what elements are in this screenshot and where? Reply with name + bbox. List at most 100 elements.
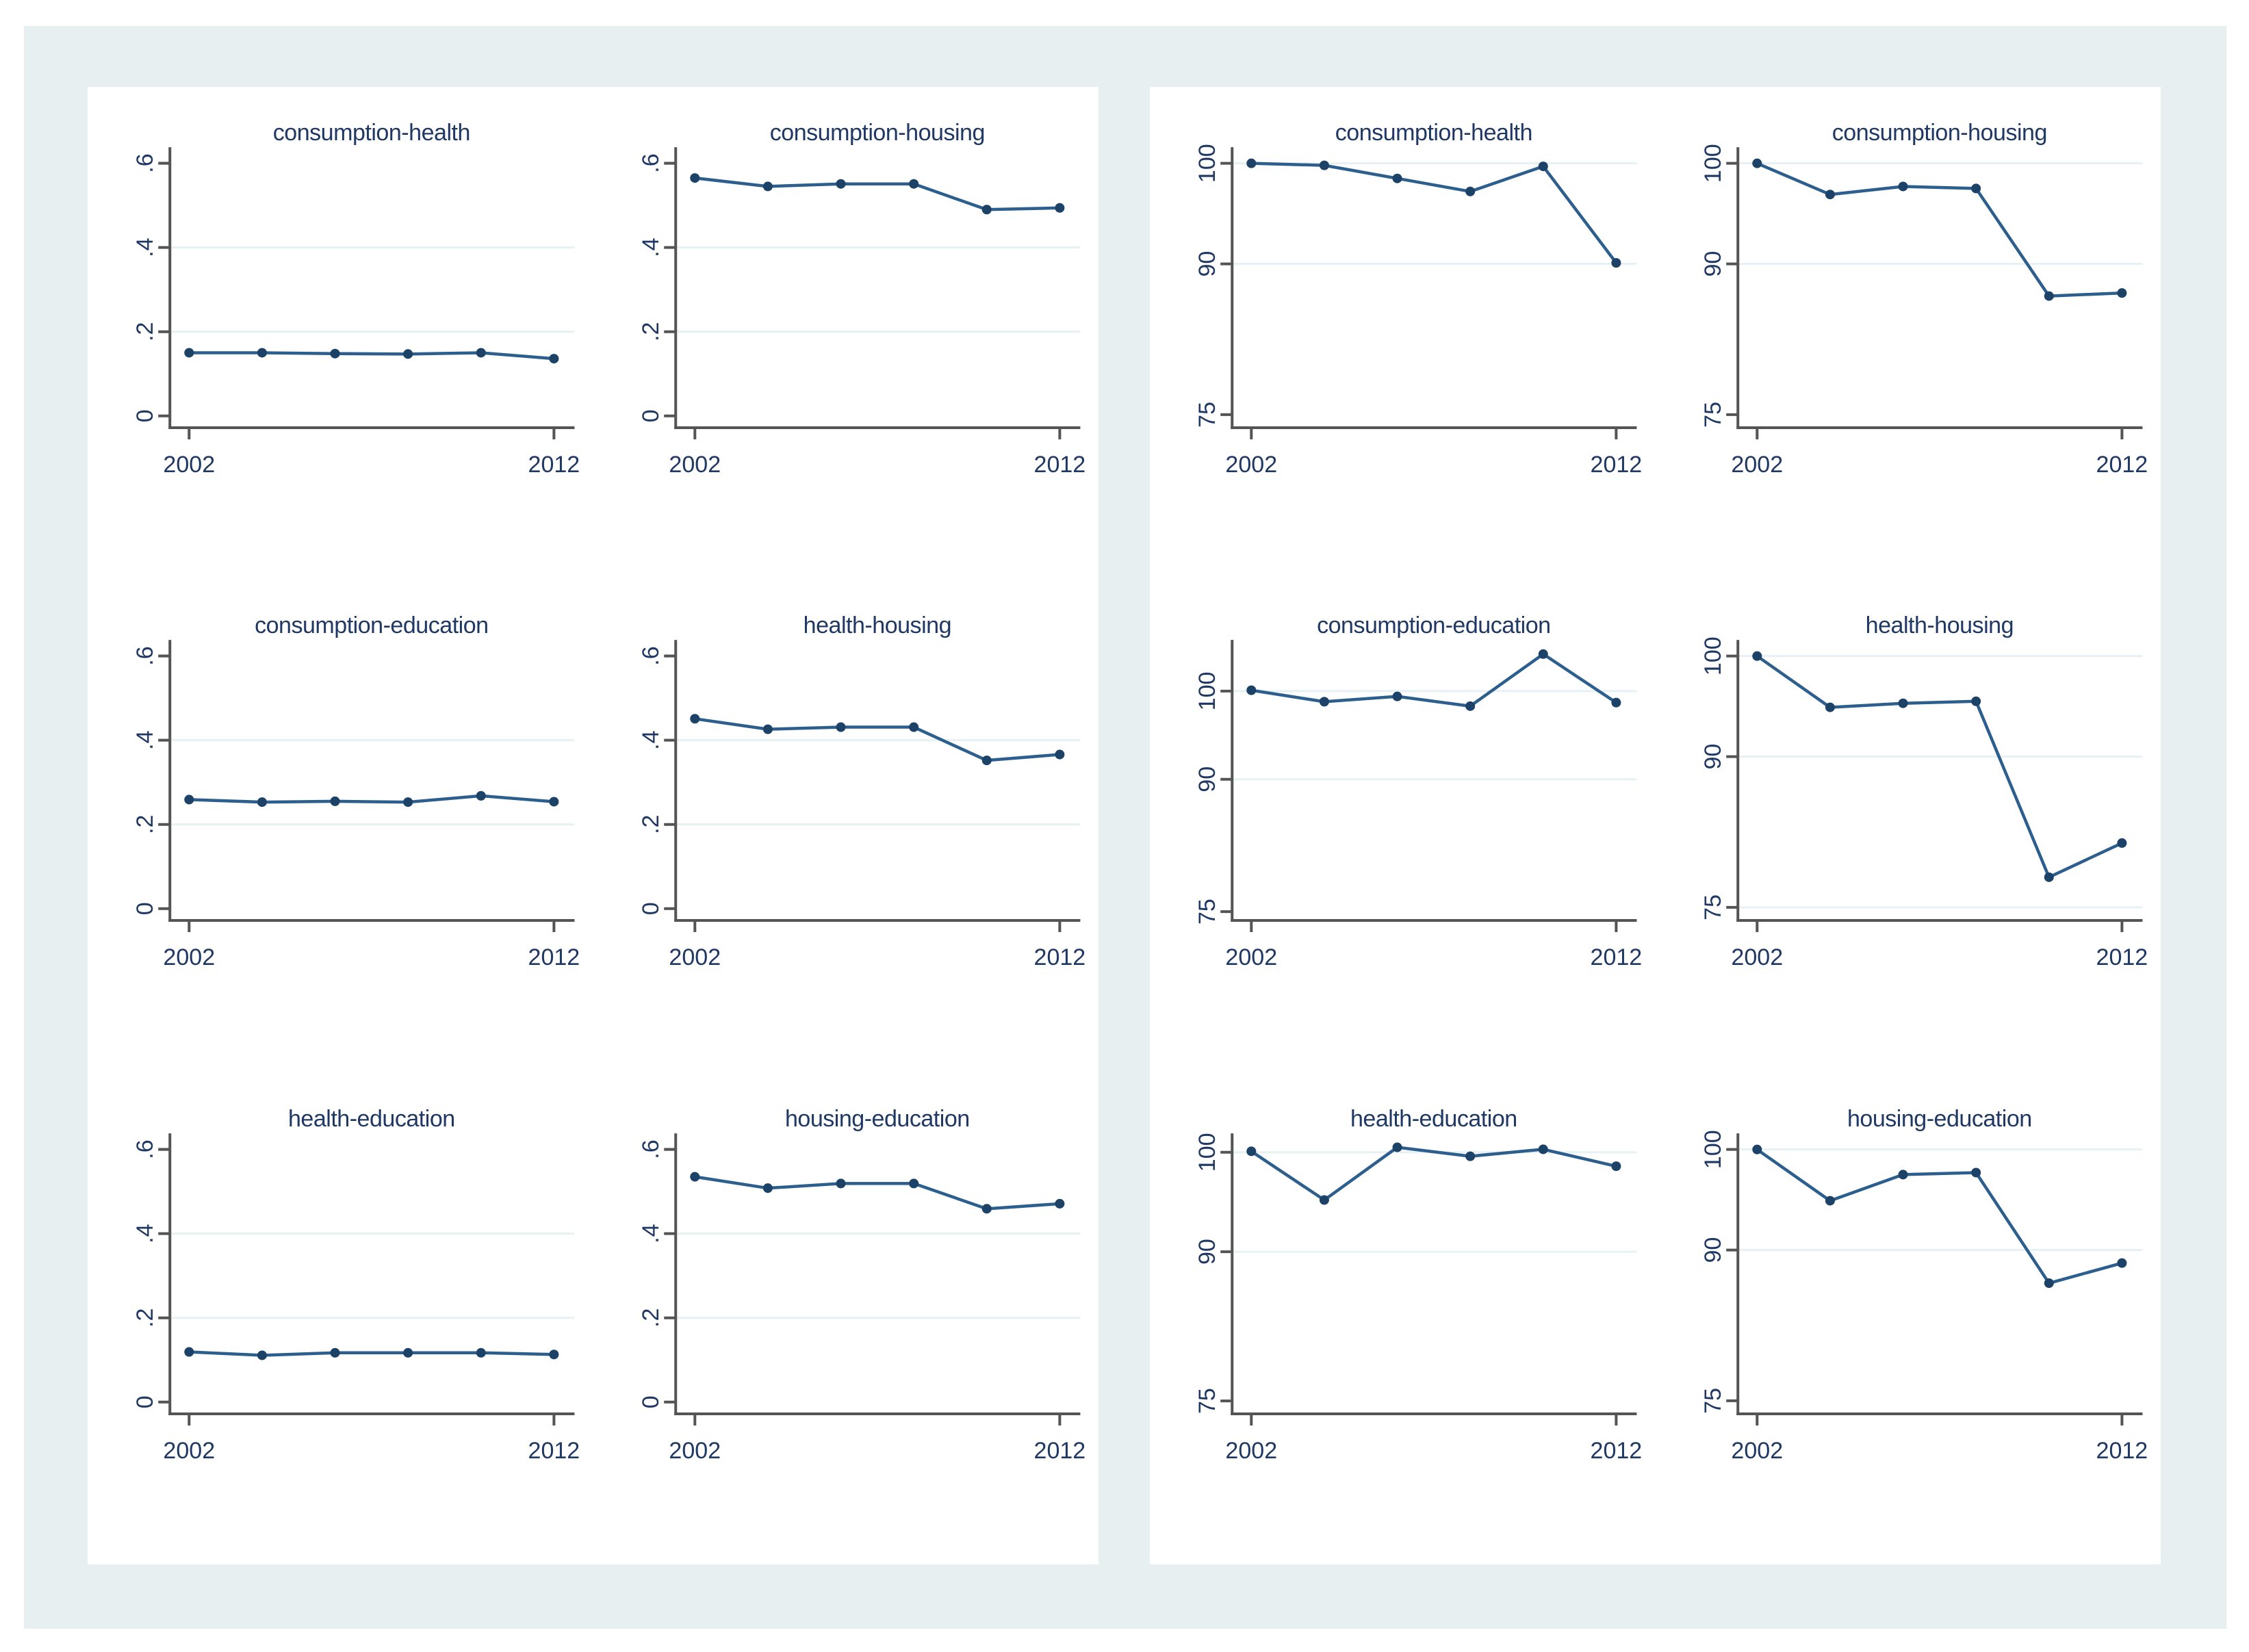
y-tick-label: .4: [638, 237, 664, 257]
y-tick-label: 90: [1194, 251, 1220, 277]
line-chart: housing-education 75 90 100 2002 2012: [1700, 1106, 2148, 1464]
y-tick-label: .2: [132, 1308, 158, 1327]
chart-title: consumption-education: [255, 613, 489, 639]
y-tick-label: 0: [638, 1395, 664, 1408]
data-point: [184, 795, 194, 805]
y-tick-label: .4: [132, 237, 158, 257]
chart-title: consumption-housing: [1832, 120, 2046, 146]
y-tick-label: .2: [132, 815, 158, 834]
data-point: [1246, 686, 1257, 696]
x-tick-label: 2012: [528, 452, 580, 478]
y-tick-label: .2: [638, 322, 664, 341]
y-tick-label: .6: [132, 647, 158, 666]
y-tick-label: .2: [638, 815, 664, 834]
data-point: [403, 1347, 413, 1358]
x-tick-label: 2002: [1731, 1438, 1783, 1464]
data-point: [908, 179, 918, 189]
data-point: [689, 714, 699, 724]
line-chart: consumption-health 75 90 100 2002 2012: [1194, 120, 1643, 478]
line-chart: consumption-education 0 .2 .4 .6 2002 2012: [132, 613, 580, 971]
chart-title: health-housing: [1865, 613, 2013, 639]
y-tick-label: .6: [132, 153, 158, 172]
x-tick-label: 2012: [528, 1438, 580, 1464]
chart-title: health-education: [288, 1106, 455, 1132]
line-chart: health-housing 75 90 100 2002 2012: [1700, 613, 2148, 971]
y-tick-label: 90: [1700, 744, 1726, 770]
data-point: [836, 722, 846, 733]
y-tick-label: .4: [638, 731, 664, 750]
data-point: [476, 348, 486, 358]
data-point: [2044, 873, 2054, 883]
chart-title: housing-education: [1847, 1106, 2031, 1132]
y-tick-label: .6: [638, 1139, 664, 1159]
chart-title: consumption-housing: [769, 120, 984, 146]
data-point: [330, 797, 340, 807]
x-tick-label: 2012: [1591, 1438, 1643, 1464]
data-point: [1970, 183, 1981, 194]
data-point: [908, 722, 918, 733]
data-point: [184, 1347, 194, 1357]
chart-right-consumption-health: consumption-health 75 90 100 2002 2012: [1150, 87, 1656, 580]
chart-title: consumption-health: [1335, 120, 1532, 146]
data-point: [2044, 1278, 2054, 1288]
x-tick-label: 2002: [1225, 1438, 1277, 1464]
data-point: [549, 1350, 559, 1360]
data-point: [257, 1350, 267, 1360]
y-tick-label: .4: [132, 1224, 158, 1243]
data-point: [762, 181, 773, 192]
data-point: [1825, 703, 1835, 713]
data-point: [981, 205, 992, 215]
chart-right-housing-education: housing-education 75 90 100 2002 2012: [1656, 1073, 2161, 1566]
x-tick-label: 2012: [1033, 1438, 1085, 1464]
y-tick-label: 0: [132, 409, 158, 422]
data-point: [1465, 701, 1476, 712]
data-point: [836, 179, 846, 189]
x-tick-label: 2012: [1591, 452, 1643, 478]
y-tick-label: 0: [638, 903, 664, 916]
chart-title: health-housing: [803, 613, 951, 639]
data-point: [1246, 1146, 1257, 1157]
y-tick-label: 0: [638, 409, 664, 422]
y-tick-label: 90: [1700, 1237, 1726, 1263]
data-point: [836, 1178, 846, 1189]
y-tick-label: 0: [132, 1395, 158, 1408]
data-point: [257, 797, 267, 808]
data-point: [1751, 158, 1762, 168]
y-tick-label: .2: [132, 322, 158, 341]
data-point: [1392, 1142, 1402, 1152]
line-chart: consumption-health 0 .2 .4 .6 2002 2012: [132, 120, 580, 478]
chart-title: consumption-health: [273, 120, 470, 146]
chart-right-health-education: health-education 75 90 100 2002 2012: [1150, 1073, 1656, 1566]
x-tick-label: 2012: [1033, 452, 1085, 478]
data-point: [1465, 1151, 1476, 1161]
data-point: [1538, 162, 1548, 172]
y-tick-label: .6: [638, 153, 664, 172]
y-tick-label: 0: [132, 903, 158, 916]
y-tick-label: 75: [1700, 1388, 1726, 1414]
data-point: [689, 173, 699, 183]
x-tick-label: 2012: [2096, 1438, 2148, 1464]
data-point: [549, 797, 559, 807]
y-tick-label: 100: [1194, 1133, 1220, 1172]
data-line: [694, 176, 1059, 211]
data-line: [189, 795, 554, 804]
y-tick-label: 100: [1194, 144, 1220, 183]
data-line: [1250, 1146, 1617, 1202]
chart-title: consumption-education: [1317, 613, 1551, 639]
data-point: [549, 354, 559, 364]
data-line: [189, 351, 554, 361]
data-point: [184, 348, 194, 358]
data-point: [403, 797, 413, 808]
y-tick-label: 75: [1194, 1388, 1220, 1414]
data-point: [1054, 749, 1064, 760]
data-point: [981, 1204, 992, 1214]
data-point: [1611, 258, 1621, 268]
data-line: [1756, 162, 2122, 298]
x-tick-label: 2002: [1225, 452, 1277, 478]
y-tick-label: 100: [1700, 144, 1726, 183]
line-chart: health-education 75 90 100 2002 2012: [1194, 1106, 1643, 1464]
data-point: [1319, 697, 1329, 707]
data-line: [1756, 655, 2122, 879]
chart-left-consumption-health: consumption-health 0 .2 .4 .6 2002 2012: [88, 87, 593, 580]
data-point: [762, 725, 773, 735]
